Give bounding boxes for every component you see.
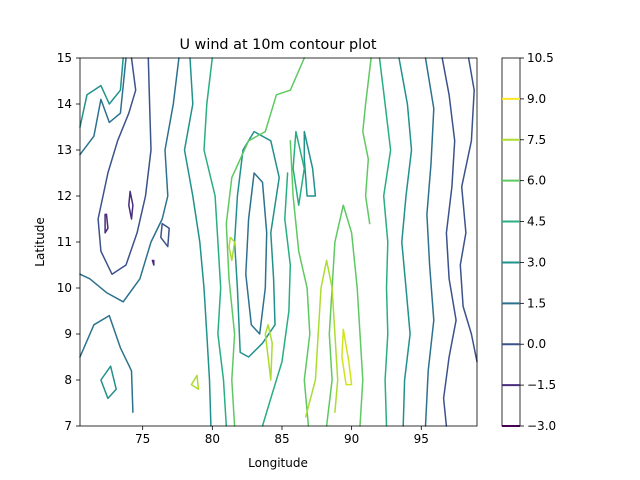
- contour-line-2: [151, 259, 155, 266]
- colorbar-frame: [501, 57, 521, 427]
- contour-line-28: [228, 236, 236, 262]
- contour-line-20: [261, 172, 292, 427]
- contour-line-24: [325, 204, 364, 427]
- contour-line-12: [183, 57, 212, 427]
- contour-line-25: [362, 57, 372, 225]
- colorbar-tick-label: −3.0: [527, 419, 556, 433]
- plot-frame: [80, 58, 477, 426]
- y-tick-label: 10: [57, 281, 72, 295]
- contour-line-16: [303, 130, 317, 197]
- colorbar-tick-label: −1.5: [527, 378, 556, 392]
- x-tick-label: 80: [205, 432, 220, 446]
- y-axis: 7 8 9 10 11 12 13 14 15: [57, 51, 80, 433]
- colorbar-tick-label: 4.5: [527, 215, 546, 229]
- plot-area: [79, 57, 478, 427]
- contour-line-5: [459, 57, 478, 363]
- y-tick-label: 12: [57, 189, 72, 203]
- contour-line-4: [441, 57, 457, 427]
- contour-line-19: [378, 57, 392, 427]
- contour-line-23: [289, 140, 311, 427]
- colorbar: −3.0 −1.5 0.0 1.5 3.0 4.5 6.0 7.5 9.0 10.5: [501, 51, 556, 433]
- y-tick-label: 7: [64, 419, 72, 433]
- y-tick-label: 14: [57, 97, 72, 111]
- colorbar-tick-label: 0.0: [527, 337, 546, 351]
- y-tick-label: 13: [57, 143, 72, 157]
- x-axis-label: Longitude: [248, 456, 308, 470]
- contour-line-11: [245, 172, 268, 335]
- colorbar-tick-label: 9.0: [527, 92, 546, 106]
- y-tick-label: 9: [64, 327, 72, 341]
- contour-line-18: [203, 57, 228, 427]
- contour-line-26: [304, 259, 339, 418]
- x-tick-label: 75: [135, 432, 150, 446]
- contour-lines: [79, 57, 478, 427]
- colorbar-tick-label: 7.5: [527, 133, 546, 147]
- contour-line-21: [292, 130, 306, 206]
- contour-line-30: [341, 328, 353, 386]
- x-tick-label: 90: [344, 432, 359, 446]
- chart-title: U wind at 10m contour plot: [179, 37, 376, 53]
- colorbar-tick-label: 3.0: [527, 255, 546, 269]
- y-tick-label: 15: [57, 51, 72, 65]
- contour-line-13: [79, 57, 124, 128]
- contour-line-0: [128, 190, 134, 220]
- contour-line-29: [190, 374, 200, 390]
- x-axis: 75 80 85 90 95: [135, 426, 429, 446]
- contour-line-8: [79, 57, 180, 303]
- contour-line-6: [160, 222, 170, 248]
- contour-line-3: [97, 57, 152, 275]
- contour-line-15: [233, 130, 280, 358]
- colorbar-tick-label: 10.5: [527, 51, 554, 65]
- contour-line-10: [424, 57, 435, 427]
- x-tick-label: 95: [414, 432, 429, 446]
- contour-line-27: [264, 324, 273, 381]
- x-tick-label: 85: [274, 432, 289, 446]
- contour-line-1: [104, 213, 109, 234]
- y-axis-label: Latitude: [33, 217, 47, 266]
- contour-line-7: [79, 57, 127, 156]
- colorbar-tick-label: 1.5: [527, 296, 546, 310]
- contour-line-17: [100, 365, 117, 400]
- y-tick-label: 8: [64, 373, 72, 387]
- contour-line-9: [79, 314, 134, 413]
- y-tick-label: 11: [57, 235, 72, 249]
- colorbar-tick-label: 6.0: [527, 174, 546, 188]
- contour-line-22: [225, 57, 306, 427]
- contour-line-14: [398, 57, 413, 427]
